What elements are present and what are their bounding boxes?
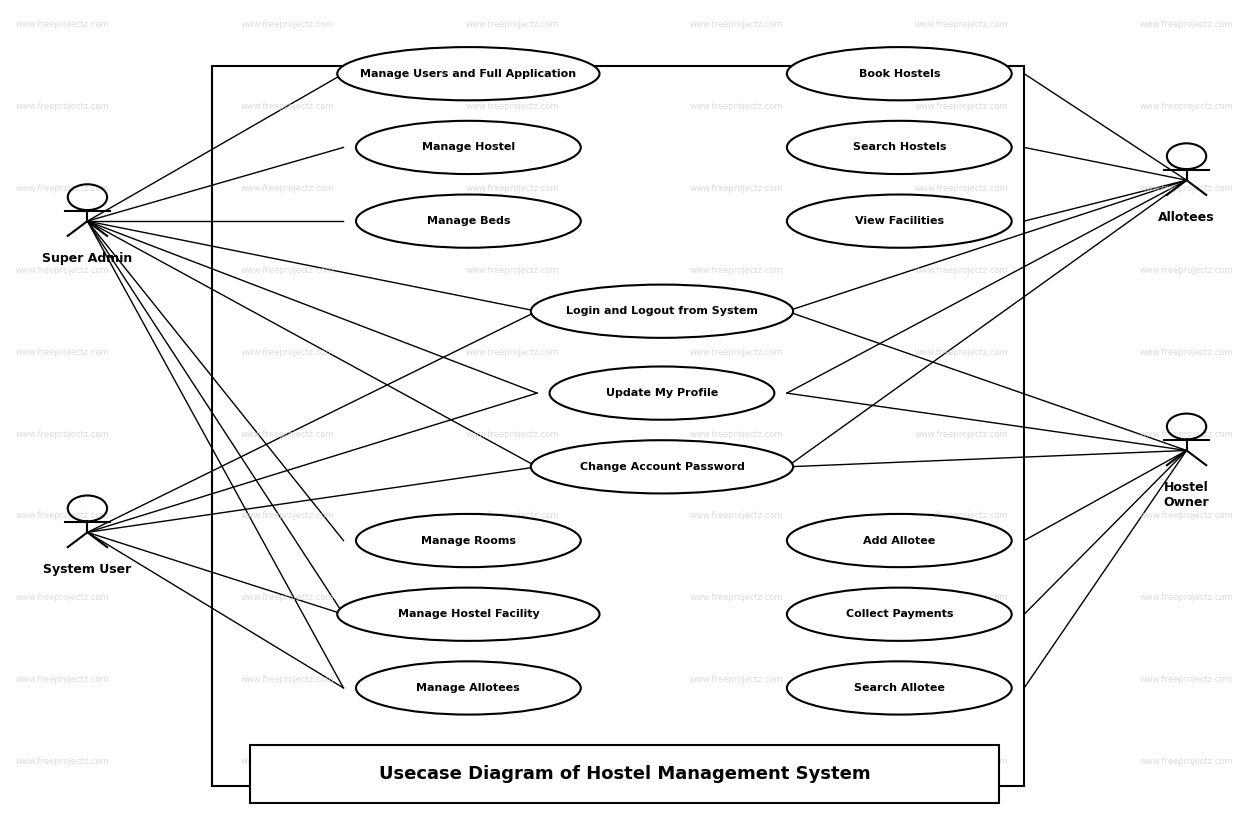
Text: www.freeprojectz.com: www.freeprojectz.com <box>691 594 783 602</box>
Text: Manage Hostel Facility: Manage Hostel Facility <box>397 609 540 619</box>
Text: Search Allotee: Search Allotee <box>854 683 944 693</box>
Text: Manage Beds: Manage Beds <box>427 216 510 226</box>
Text: www.freeprojectz.com: www.freeprojectz.com <box>16 266 109 274</box>
Ellipse shape <box>550 367 774 419</box>
Text: www.freeprojectz.com: www.freeprojectz.com <box>916 102 1008 111</box>
Ellipse shape <box>531 441 793 493</box>
Ellipse shape <box>787 588 1012 640</box>
Ellipse shape <box>787 662 1012 714</box>
Text: www.freeprojectz.com: www.freeprojectz.com <box>1140 594 1233 602</box>
Text: www.freeprojectz.com: www.freeprojectz.com <box>16 348 109 356</box>
Text: www.freeprojectz.com: www.freeprojectz.com <box>691 512 783 520</box>
Text: www.freeprojectz.com: www.freeprojectz.com <box>916 512 1008 520</box>
Text: www.freeprojectz.com: www.freeprojectz.com <box>241 594 333 602</box>
Text: www.freeprojectz.com: www.freeprojectz.com <box>241 184 333 192</box>
Ellipse shape <box>531 285 793 338</box>
Text: www.freeprojectz.com: www.freeprojectz.com <box>1140 758 1233 766</box>
Ellipse shape <box>337 588 600 640</box>
Text: Hostel
Owner: Hostel Owner <box>1164 482 1209 509</box>
Text: View Facilities: View Facilities <box>854 216 944 226</box>
Text: Manage Rooms: Manage Rooms <box>421 536 516 545</box>
Text: www.freeprojectz.com: www.freeprojectz.com <box>241 20 333 29</box>
Text: www.freeprojectz.com: www.freeprojectz.com <box>691 266 783 274</box>
Text: www.freeprojectz.com: www.freeprojectz.com <box>916 758 1008 766</box>
Text: www.freeprojectz.com: www.freeprojectz.com <box>16 430 109 438</box>
Text: Update My Profile: Update My Profile <box>606 388 718 398</box>
Ellipse shape <box>787 120 1012 174</box>
Text: www.freeprojectz.com: www.freeprojectz.com <box>466 348 558 356</box>
Text: Allotees: Allotees <box>1158 210 1215 224</box>
Text: www.freeprojectz.com: www.freeprojectz.com <box>691 348 783 356</box>
Ellipse shape <box>356 662 581 714</box>
Text: www.freeprojectz.com: www.freeprojectz.com <box>1140 430 1233 438</box>
Text: www.freeprojectz.com: www.freeprojectz.com <box>1140 266 1233 274</box>
Text: Manage Allotees: Manage Allotees <box>416 683 521 693</box>
Text: Collect Payments: Collect Payments <box>846 609 953 619</box>
Text: Add Allotee: Add Allotee <box>863 536 936 545</box>
Text: www.freeprojectz.com: www.freeprojectz.com <box>241 266 333 274</box>
Ellipse shape <box>356 120 581 174</box>
Text: www.freeprojectz.com: www.freeprojectz.com <box>466 20 558 29</box>
Text: www.freeprojectz.com: www.freeprojectz.com <box>16 20 109 29</box>
Text: www.freeprojectz.com: www.freeprojectz.com <box>1140 184 1233 192</box>
Text: Usecase Diagram of Hostel Management System: Usecase Diagram of Hostel Management Sys… <box>378 765 871 783</box>
Text: www.freeprojectz.com: www.freeprojectz.com <box>1140 512 1233 520</box>
Text: Change Account Password: Change Account Password <box>580 462 744 472</box>
Text: www.freeprojectz.com: www.freeprojectz.com <box>16 512 109 520</box>
Ellipse shape <box>337 47 600 100</box>
Text: www.freeprojectz.com: www.freeprojectz.com <box>16 676 109 684</box>
Text: Login and Logout from System: Login and Logout from System <box>566 306 758 316</box>
Text: www.freeprojectz.com: www.freeprojectz.com <box>1140 20 1233 29</box>
Text: System User: System User <box>44 563 131 576</box>
Text: Manage Hostel: Manage Hostel <box>422 143 515 152</box>
Ellipse shape <box>356 195 581 247</box>
Text: www.freeprojectz.com: www.freeprojectz.com <box>16 184 109 192</box>
Text: www.freeprojectz.com: www.freeprojectz.com <box>691 758 783 766</box>
FancyBboxPatch shape <box>212 66 1024 786</box>
Ellipse shape <box>787 47 1012 100</box>
Text: Search Hostels: Search Hostels <box>853 143 945 152</box>
Ellipse shape <box>787 195 1012 247</box>
Text: www.freeprojectz.com: www.freeprojectz.com <box>466 676 558 684</box>
Text: www.freeprojectz.com: www.freeprojectz.com <box>466 512 558 520</box>
Text: www.freeprojectz.com: www.freeprojectz.com <box>466 266 558 274</box>
Text: www.freeprojectz.com: www.freeprojectz.com <box>691 184 783 192</box>
Text: www.freeprojectz.com: www.freeprojectz.com <box>1140 348 1233 356</box>
Text: www.freeprojectz.com: www.freeprojectz.com <box>916 184 1008 192</box>
Text: www.freeprojectz.com: www.freeprojectz.com <box>691 676 783 684</box>
Text: www.freeprojectz.com: www.freeprojectz.com <box>241 430 333 438</box>
Text: www.freeprojectz.com: www.freeprojectz.com <box>466 594 558 602</box>
Text: www.freeprojectz.com: www.freeprojectz.com <box>241 758 333 766</box>
Text: www.freeprojectz.com: www.freeprojectz.com <box>466 184 558 192</box>
FancyBboxPatch shape <box>250 745 999 803</box>
Text: Super Admin: Super Admin <box>42 252 132 265</box>
Text: www.freeprojectz.com: www.freeprojectz.com <box>916 348 1008 356</box>
Text: www.freeprojectz.com: www.freeprojectz.com <box>916 594 1008 602</box>
Text: www.freeprojectz.com: www.freeprojectz.com <box>916 430 1008 438</box>
Text: www.freeprojectz.com: www.freeprojectz.com <box>16 102 109 111</box>
Ellipse shape <box>356 514 581 568</box>
Text: www.freeprojectz.com: www.freeprojectz.com <box>466 430 558 438</box>
Ellipse shape <box>787 514 1012 568</box>
Text: www.freeprojectz.com: www.freeprojectz.com <box>916 266 1008 274</box>
Text: www.freeprojectz.com: www.freeprojectz.com <box>691 430 783 438</box>
Text: www.freeprojectz.com: www.freeprojectz.com <box>241 512 333 520</box>
Text: www.freeprojectz.com: www.freeprojectz.com <box>691 20 783 29</box>
Text: www.freeprojectz.com: www.freeprojectz.com <box>1140 676 1233 684</box>
Text: www.freeprojectz.com: www.freeprojectz.com <box>241 348 333 356</box>
Text: www.freeprojectz.com: www.freeprojectz.com <box>16 594 109 602</box>
Text: www.freeprojectz.com: www.freeprojectz.com <box>916 20 1008 29</box>
Text: www.freeprojectz.com: www.freeprojectz.com <box>466 102 558 111</box>
Text: Manage Users and Full Application: Manage Users and Full Application <box>360 69 577 79</box>
Text: www.freeprojectz.com: www.freeprojectz.com <box>466 758 558 766</box>
Text: www.freeprojectz.com: www.freeprojectz.com <box>241 676 333 684</box>
Text: Book Hostels: Book Hostels <box>858 69 940 79</box>
Text: www.freeprojectz.com: www.freeprojectz.com <box>916 676 1008 684</box>
Text: www.freeprojectz.com: www.freeprojectz.com <box>1140 102 1233 111</box>
Text: www.freeprojectz.com: www.freeprojectz.com <box>16 758 109 766</box>
Text: www.freeprojectz.com: www.freeprojectz.com <box>241 102 333 111</box>
Text: www.freeprojectz.com: www.freeprojectz.com <box>691 102 783 111</box>
